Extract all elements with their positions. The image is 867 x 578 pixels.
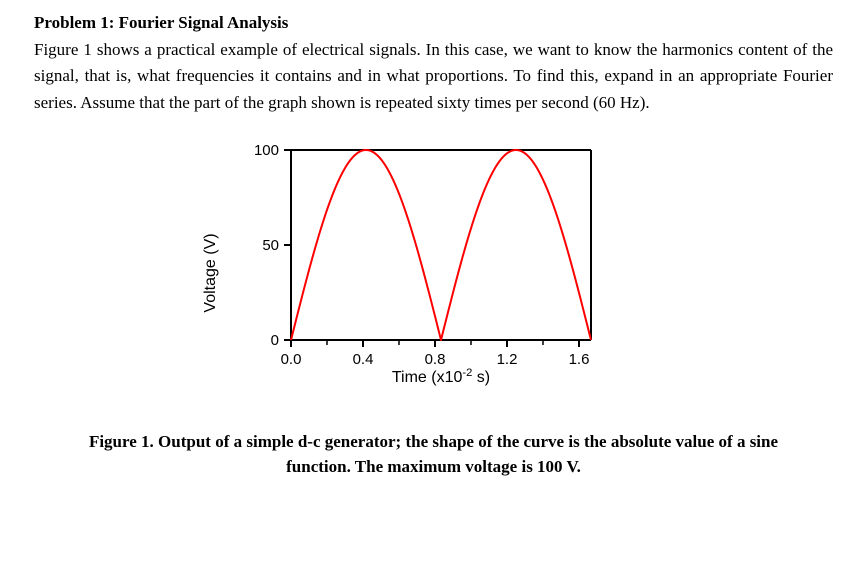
caption-line2: function. The maximum voltage is 100 V. [286,457,581,476]
svg-text:1.6: 1.6 [568,351,589,368]
problem-body: Figure 1 shows a practical example of el… [34,37,833,116]
svg-text:1.2: 1.2 [496,351,517,368]
svg-text:0: 0 [270,332,278,349]
svg-text:0.8: 0.8 [424,351,445,368]
svg-text:50: 50 [262,237,279,254]
svg-text:0.0: 0.0 [280,351,301,368]
figure: Voltage (V) 0501000.00.40.81.21.6Time (x… [239,136,629,411]
y-axis-label: Voltage (V) [202,234,220,313]
page-root: Problem 1: Fourier Signal Analysis Figur… [0,0,867,480]
figure-caption: Figure 1. Output of a simple d-c generat… [34,429,833,480]
svg-text:100: 100 [253,142,278,159]
chart-svg: 0 50 100 0.0 0.4 0.8 1.2 1.6 Time (x10-2 s) [239,136,629,406]
svg-text:Time (x10-2 s): Time (x10-2 s) [391,367,489,386]
caption-line1: Figure 1. Output of a simple d-c generat… [89,432,778,451]
figure-container: Voltage (V) 0 50 100 0.0 0.4 0.8 1.2 1.6 Time (x… [34,136,833,411]
svg-text:0.4: 0.4 [352,351,373,368]
problem-title: Problem 1: Fourier Signal Analysis [34,12,833,35]
